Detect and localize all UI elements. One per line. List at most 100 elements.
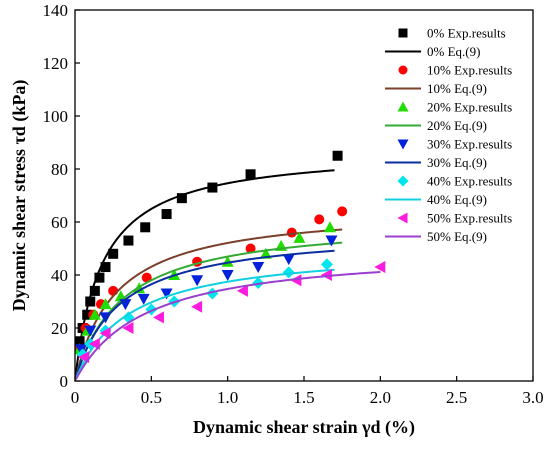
data-point [160,288,173,300]
legend-marker [397,139,409,150]
x-tick-label: 0.5 [141,388,162,407]
series-curve [75,268,335,380]
data-point [88,308,101,320]
legend-label: 10% Eq.(9) [427,81,487,96]
y-axis-title: Dynamic shear stress τd (kPa) [9,80,30,312]
legend-marker [397,175,409,187]
data-point [245,243,256,254]
y-tick-label: 40 [51,266,68,285]
data-point [123,235,134,246]
legend-label: 40% Exp.results [427,174,512,189]
legend-label: 30% Exp.results [427,137,512,152]
x-tick-label: 0 [71,388,80,407]
legend-item: 20% Exp.results [397,100,512,115]
data-point [82,309,93,320]
legend-item: 50% Eq.(9) [385,229,487,244]
ticks-layer: 0 0.5 1.0 1.5 2.0 2.5 3.0 0 20 40 60 80 100 120 140 [43,1,544,407]
y-tick-label: 140 [43,1,69,20]
legend-item: 0% Exp.results [398,26,506,41]
y-tick-label: 0 [60,372,69,391]
legend-label: 20% Exp.results [427,100,512,115]
series-7 [75,249,335,379]
data-point [207,182,218,193]
legend-item: 50% Exp.results [397,211,512,226]
data-point [141,272,152,283]
legend-label: 40% Eq.(9) [427,192,487,207]
data-point [320,269,332,281]
data-point [100,262,111,273]
legend-item: 10% Eq.(9) [385,81,487,96]
series-5 [75,241,343,379]
data-point [99,298,112,310]
data-point [99,327,111,340]
data-point [161,209,172,220]
axis-titles: Dynamic shear strain γd (%) Dynamic shea… [9,80,415,438]
x-axis-title: Dynamic shear strain γd (%) [193,417,415,438]
data-point [245,169,256,180]
x-tick-label: 1.0 [217,388,238,407]
y-tick-label: 80 [51,160,68,179]
legend-marker [398,28,408,38]
x-tick-label: 2.5 [446,388,467,407]
data-point [314,214,325,225]
data-point [88,337,100,350]
x-tick-label: 1.5 [293,388,314,407]
data-point [191,275,204,287]
data-point [191,300,203,313]
legend-label: 0% Eq.(9) [427,44,480,59]
legend-item: 20% Eq.(9) [385,118,487,133]
series-curve [75,228,343,378]
data-point [108,248,119,259]
legend-item: 30% Eq.(9) [385,155,487,170]
legend-label: 30% Eq.(9) [427,155,487,170]
data-point [320,258,333,271]
y-tick-label: 120 [43,54,69,73]
data-point [85,296,96,307]
data-point [94,272,105,283]
data-point [323,221,336,233]
series-3 [75,228,343,378]
series-10 [78,261,386,364]
data-point [140,222,151,233]
y-tick-label: 20 [51,319,68,338]
y-tick-label: 60 [51,213,68,232]
data-point [332,150,343,161]
series-curve [75,241,343,379]
series-9 [75,268,335,380]
legend-label: 20% Eq.(9) [427,118,487,133]
series-0 [75,150,343,347]
data-point [325,235,338,247]
legend-item: 0% Eq.(9) [385,44,480,59]
legend-marker [398,65,408,75]
data-point [252,262,265,274]
legend-label: 50% Exp.results [427,211,512,226]
data-point [282,266,295,279]
data-point [374,261,386,274]
marks-layer [75,150,386,381]
data-point [78,351,90,364]
data-point [75,344,88,356]
series-curve [75,169,335,375]
legend-item: 40% Eq.(9) [385,192,487,207]
data-point [293,231,306,243]
series-11 [75,270,381,381]
data-point [89,285,100,296]
data-point [337,206,348,217]
legend: 0% Exp.results 0% Eq.(9) 10% Exp.results 10… [385,26,512,244]
x-tick-label: 2.0 [370,388,391,407]
legend-label: 0% Exp.results [427,26,506,41]
y-tick-label: 100 [43,107,69,126]
legend-label: 10% Exp.results [427,63,512,78]
data-point [84,325,97,337]
data-point [176,193,187,204]
data-point [152,311,164,324]
legend-item: 40% Exp.results [397,174,512,189]
legend-label: 50% Eq.(9) [427,229,487,244]
legend-marker [397,101,409,112]
data-point [290,274,302,287]
data-point [221,270,234,281]
series-1 [75,169,335,375]
data-point [137,293,150,305]
